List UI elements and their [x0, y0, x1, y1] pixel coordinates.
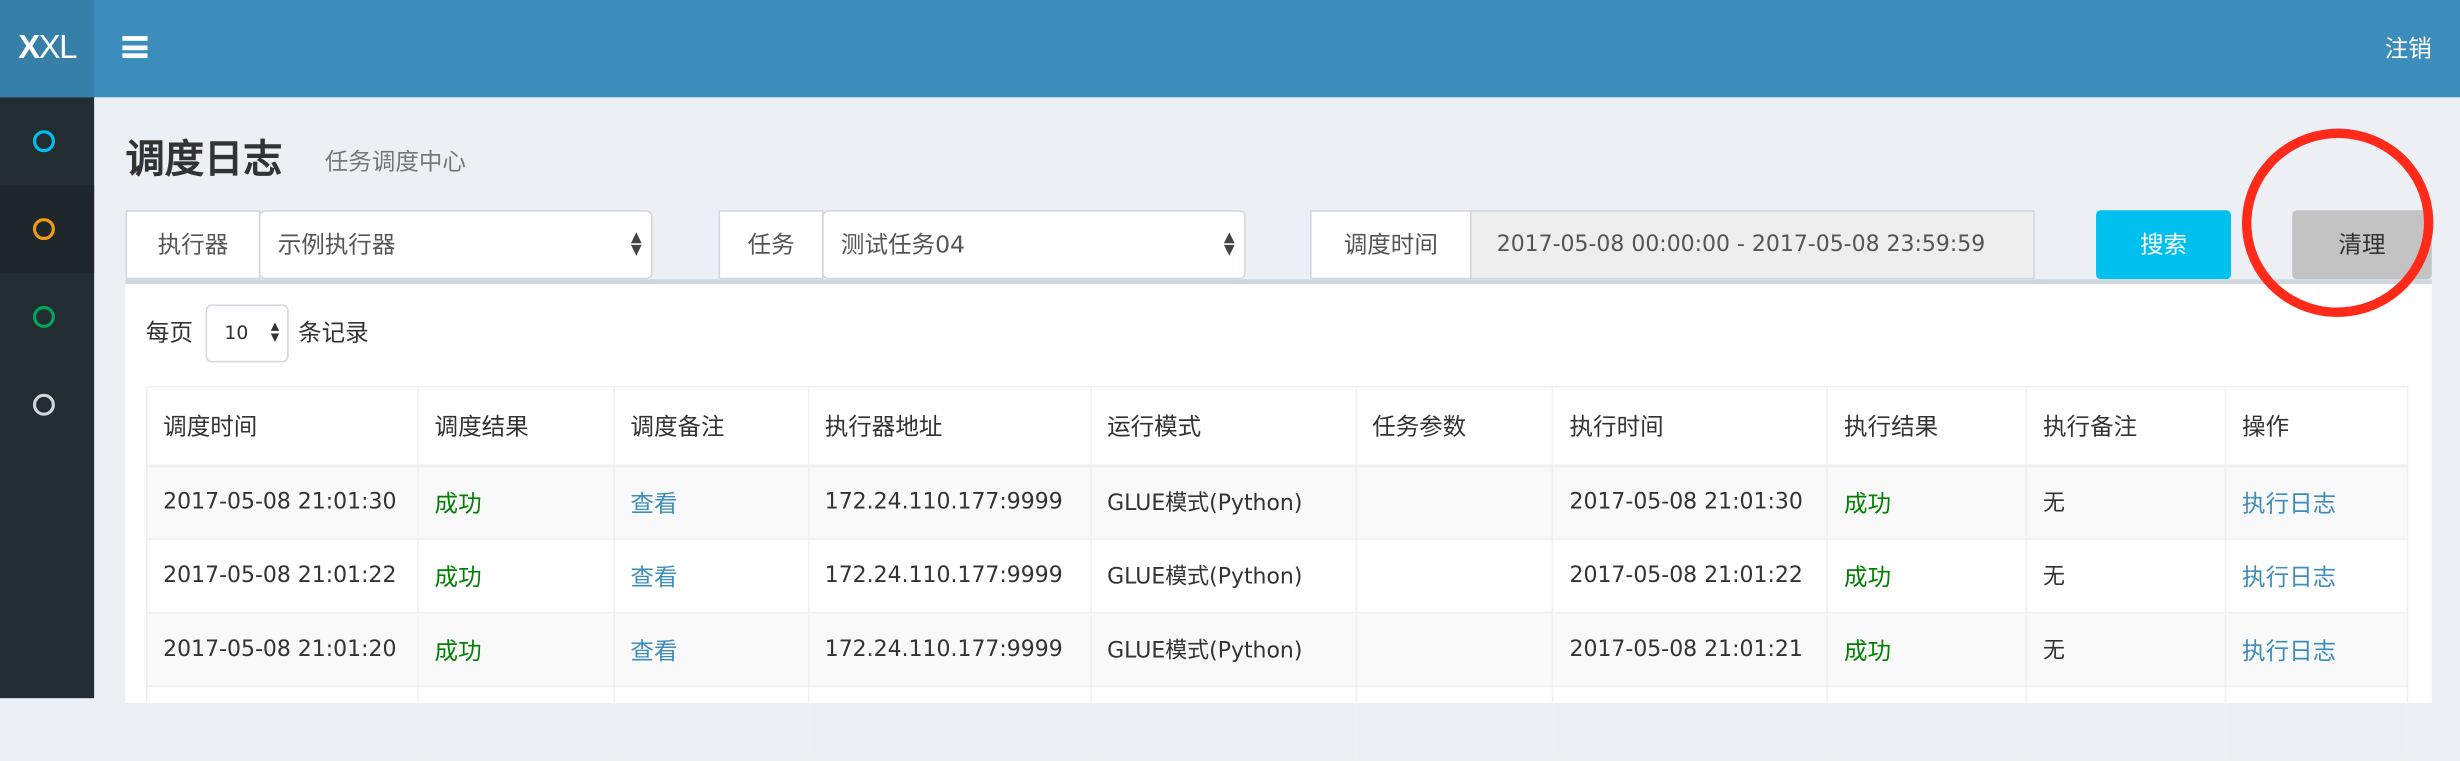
run-mode-cell: GLUE模式(Python) [1089, 611, 1357, 688]
execution-log-link[interactable]: 执行日志 [2224, 464, 2409, 540]
page-size-suffix: 条记录 [298, 318, 369, 347]
column-header[interactable]: 运行模式 [1089, 385, 1357, 467]
job-params-cell [1354, 538, 1554, 614]
select-arrows-icon: ▲ ▼ [1223, 230, 1235, 259]
handle-time-cell: 2017-05-08 21:01:30 [1552, 464, 1829, 540]
logout-link[interactable]: 注销 [2384, 34, 2432, 63]
executor-label: 执行器 [125, 210, 261, 280]
table-row: 2017-05-08 21:01:30 成功 查看 172.24.110.177:99… [145, 464, 2409, 540]
search-button[interactable]: 搜索 [2096, 210, 2231, 280]
page-size-select[interactable]: 10 ▲ ▼ [205, 304, 289, 363]
handle-result-cell: 成功 [1826, 611, 2028, 688]
empty-cell [1089, 685, 1357, 761]
log-table: 调度时间 调度结果 调度备注 执行器地址 运行模式 任务参数 执行时间 执行结果… [145, 385, 2409, 761]
page-size-value: 10 [224, 321, 249, 344]
empty-cell [2224, 685, 2409, 761]
clear-button[interactable]: 清理 [2292, 210, 2432, 280]
sidebar [0, 97, 95, 699]
page-subtitle: 任务调度中心 [324, 147, 466, 176]
trigger-time-cell: 2017-05-08 21:01:20 [145, 611, 419, 688]
empty-cell [2025, 685, 2227, 761]
handle-result-cell: 成功 [1826, 464, 2028, 540]
job-label: 任务 [718, 210, 824, 280]
trigger-result-cell: 成功 [417, 611, 615, 688]
select-arrows-icon: ▲ ▼ [270, 320, 280, 344]
page-size-prefix: 每页 [145, 318, 193, 347]
select-arrows-icon: ▲ ▼ [630, 230, 642, 259]
execution-log-link[interactable]: 执行日志 [2224, 611, 2409, 688]
column-header[interactable]: 执行备注 [2025, 385, 2227, 467]
job-params-cell [1354, 464, 1554, 540]
circle-outline-icon [32, 218, 55, 241]
column-header[interactable]: 执行器地址 [807, 385, 1092, 467]
handle-msg-cell: 无 [2025, 611, 2227, 688]
column-header[interactable]: 操作 [2224, 385, 2409, 467]
run-mode-cell: GLUE模式(Python) [1089, 464, 1357, 540]
job-select[interactable]: 测试任务04 ▲ ▼ [822, 210, 1246, 280]
executor-address-cell: 172.24.110.177:9999 [807, 464, 1092, 540]
empty-cell [1552, 685, 1829, 761]
run-mode-cell: GLUE模式(Python) [1089, 538, 1357, 614]
executor-select[interactable]: 示例执行器 ▲ ▼ [258, 210, 653, 280]
handle-msg-cell: 无 [2025, 464, 2227, 540]
trigger-msg-link[interactable]: 查看 [613, 611, 810, 688]
circle-outline-icon [32, 305, 55, 328]
empty-cell [613, 685, 810, 761]
column-header[interactable]: 执行时间 [1552, 385, 1829, 467]
logo[interactable]: XXL [0, 0, 95, 98]
executor-value: 示例执行器 [277, 230, 396, 259]
empty-cell [145, 685, 419, 761]
empty-cell [417, 685, 615, 761]
time-range-input[interactable]: 2017-05-08 00:00:00 - 2017-05-08 23:59:5… [1470, 210, 2035, 280]
circle-outline-icon [32, 393, 55, 416]
job-params-cell [1354, 611, 1554, 688]
execution-log-link[interactable]: 执行日志 [2224, 538, 2409, 614]
table-header-row: 调度时间 调度结果 调度备注 执行器地址 运行模式 任务参数 执行时间 执行结果… [145, 385, 2409, 467]
job-value: 测试任务04 [840, 230, 966, 259]
table-row: 2017-05-08 21:01:20 成功 查看 172.24.110.177:99… [145, 611, 2409, 688]
handle-result-cell: 成功 [1826, 538, 2028, 614]
column-header[interactable]: 调度结果 [417, 385, 615, 467]
empty-cell [1826, 685, 2028, 761]
trigger-msg-link[interactable]: 查看 [613, 538, 810, 614]
trigger-result-cell: 成功 [417, 464, 615, 540]
trigger-msg-link[interactable]: 查看 [613, 464, 810, 540]
circle-outline-icon [32, 130, 55, 153]
hamburger-menu-icon[interactable] [122, 36, 148, 59]
handle-time-cell: 2017-05-08 21:01:21 [1552, 611, 1829, 688]
column-header[interactable]: 调度时间 [145, 385, 419, 467]
sidebar-item-1[interactable] [0, 97, 94, 185]
trigger-time-cell: 2017-05-08 21:01:30 [145, 464, 419, 540]
empty-cell [807, 685, 1092, 761]
sidebar-item-4[interactable] [0, 361, 94, 449]
column-header[interactable]: 任务参数 [1354, 385, 1554, 467]
table-row: 2017-05-08 21:01:22 成功 查看 172.24.110.177:99… [145, 538, 2409, 614]
time-label: 调度时间 [1310, 210, 1472, 280]
table-row-partial [145, 685, 2409, 761]
top-navbar: XXL 注销 [0, 0, 2460, 98]
trigger-time-cell: 2017-05-08 21:01:22 [145, 538, 419, 614]
empty-cell [1354, 685, 1554, 761]
sidebar-item-2[interactable] [0, 185, 95, 273]
page-title: 调度日志 [125, 136, 283, 182]
executor-address-cell: 172.24.110.177:9999 [807, 538, 1092, 614]
executor-address-cell: 172.24.110.177:9999 [807, 611, 1092, 688]
trigger-result-cell: 成功 [417, 538, 615, 614]
column-header[interactable]: 调度备注 [613, 385, 810, 467]
column-header[interactable]: 执行结果 [1826, 385, 2028, 467]
handle-time-cell: 2017-05-08 21:01:22 [1552, 538, 1829, 614]
handle-msg-cell: 无 [2025, 538, 2227, 614]
sidebar-item-3[interactable] [0, 273, 94, 361]
